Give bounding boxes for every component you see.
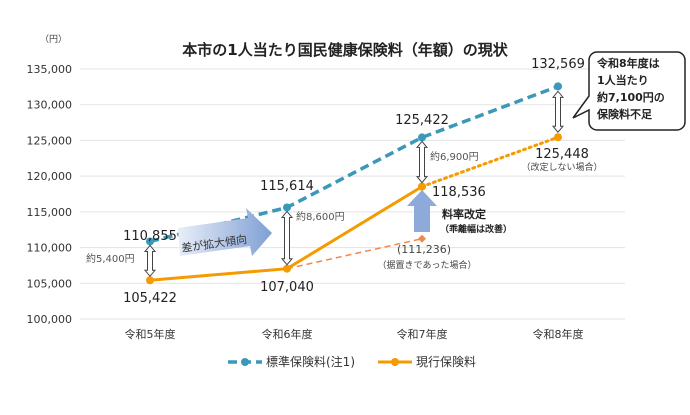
data-label: (111,236) — [397, 243, 451, 256]
gap-arrow — [551, 90, 565, 134]
revision-arrow — [407, 190, 437, 232]
data-label: 132,569 — [531, 57, 585, 72]
data-point-marker — [146, 276, 154, 285]
y-tick-label: 115,000 — [27, 206, 73, 219]
x-tick-label: 令和7年度 — [397, 327, 448, 341]
x-tick-label: 令和5年度 — [125, 327, 176, 341]
y-tick-label: 100,000 — [27, 313, 73, 326]
gap-label: 約5,400円 — [86, 252, 135, 265]
data-point-marker — [418, 133, 426, 142]
data-sublabel: （据置きであった場合） — [378, 259, 477, 271]
callout-text: 令和8年度は — [596, 56, 660, 70]
gap-arrow — [280, 210, 294, 266]
data-point-marker — [418, 182, 426, 191]
legend-label: 標準保険料(注1) — [266, 354, 355, 369]
gap-arrow — [143, 244, 157, 278]
gap-label: 約6,900円 — [430, 150, 479, 163]
data-point-marker — [283, 264, 291, 273]
series-line-dotted — [420, 135, 560, 189]
y-tick-label: 135,000 — [27, 63, 73, 76]
data-label: 107,040 — [260, 280, 314, 295]
y-tick-label: 110,000 — [27, 242, 73, 255]
y-axis-unit: （円） — [40, 34, 67, 45]
data-label: 125,448 — [535, 147, 589, 162]
legend-label: 現行保険料 — [416, 355, 476, 369]
data-label: 118,536 — [432, 185, 486, 200]
data-point-marker — [146, 237, 154, 246]
callout-text: 約7,100円の — [597, 90, 665, 104]
y-tick-label: 120,000 — [27, 170, 73, 183]
legend-marker-current — [391, 358, 399, 366]
data-point-marker — [418, 234, 426, 243]
data-point-marker — [554, 133, 562, 142]
x-tick-label: 令和6年度 — [262, 327, 313, 341]
series-line-dashed — [149, 84, 559, 244]
data-point-marker — [554, 82, 562, 91]
legend-marker-standard — [241, 358, 249, 366]
callout-text: 1人当たり — [597, 73, 649, 87]
revision-label: 料率改定 — [442, 207, 486, 221]
data-point-marker — [283, 203, 291, 212]
data-sublabel: （改定しない場合） — [521, 161, 602, 173]
y-tick-label: 130,000 — [27, 99, 73, 112]
x-tick-label: 令和8年度 — [533, 327, 584, 341]
y-tick-label: 125,000 — [27, 134, 73, 147]
callout-bubble — [572, 51, 686, 131]
revision-sublabel: （乖離幅は改善） — [440, 223, 512, 235]
data-label: 110,855 — [123, 229, 177, 244]
chart-title: 本市の1人当たり国民健康保険料（年額）の現状 — [182, 41, 508, 59]
gap-arrow — [415, 140, 429, 184]
data-label: 115,614 — [260, 179, 314, 194]
gap-label: 約8,600円 — [296, 210, 345, 223]
series-line-dashed-thin — [286, 238, 423, 270]
data-label: 125,422 — [395, 113, 449, 128]
trend-arrow — [178, 208, 272, 256]
data-label: 105,422 — [123, 291, 177, 306]
y-tick-label: 105,000 — [27, 277, 73, 290]
callout-text: 保険料不足 — [596, 107, 653, 121]
